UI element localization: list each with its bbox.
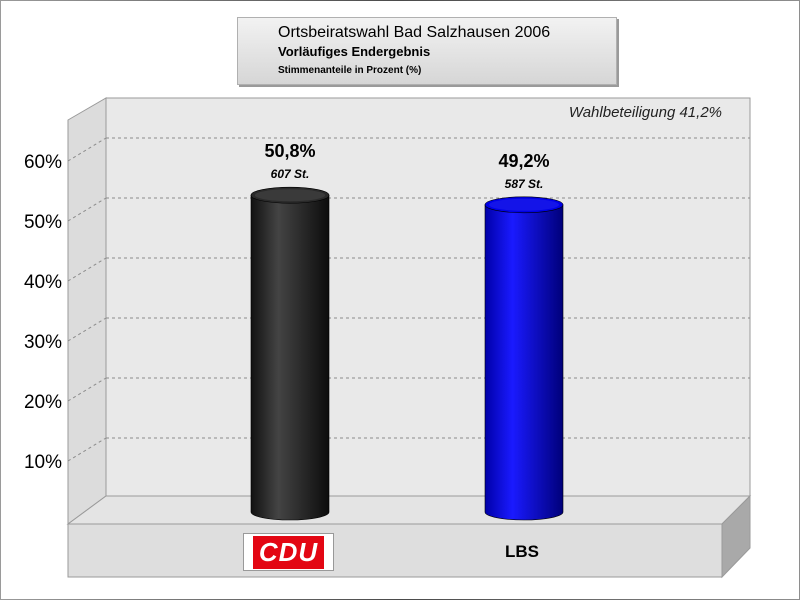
bar-top-highlight — [255, 189, 325, 202]
bar-body — [484, 204, 564, 521]
y-tick-label: 40% — [24, 272, 62, 293]
chart-subtitle: Vorläufiges Endergebnis — [278, 44, 431, 59]
votes-label: 607 St. — [271, 167, 310, 181]
y-tick-label: 60% — [24, 152, 62, 173]
votes-label: 587 St. — [505, 177, 544, 191]
cdu-logo: CDU — [243, 533, 334, 571]
gridline-wall — [67, 377, 107, 402]
gridline-wall — [67, 437, 107, 462]
gridline-wall — [67, 197, 107, 222]
value-label: 50,8% — [264, 141, 315, 161]
category-label-lbs: LBS — [505, 542, 539, 561]
bar-cdu — [250, 186, 330, 521]
y-tick-label: 10% — [24, 452, 62, 473]
y-tick-label: 50% — [24, 212, 62, 233]
back-wall — [105, 97, 751, 497]
y-tick-label: 20% — [24, 392, 62, 413]
bars — [250, 186, 564, 521]
chart-caption: Stimmenanteile in Prozent (%) — [278, 65, 422, 76]
floor-front — [67, 523, 723, 578]
gridline-wall — [67, 317, 107, 342]
gridline-wall — [67, 137, 107, 162]
bar-body — [250, 194, 330, 521]
y-tick-label: 30% — [24, 332, 62, 353]
y-axis-ticks: 10% 20% 30% 40% 50% 60% — [24, 152, 62, 473]
bar-top — [250, 186, 330, 204]
floor-top — [66, 495, 752, 525]
gridline-wall — [67, 257, 107, 282]
grid-lines — [67, 137, 750, 462]
bar-top — [484, 196, 564, 214]
chart-title-box: Ortsbeiratswahl Bad Salzhausen 2006 Vorl… — [237, 17, 617, 85]
cdu-logo-text: CDU — [252, 535, 325, 569]
bar-lbs — [484, 196, 564, 521]
left-wall — [67, 97, 107, 525]
bar-top-highlight — [489, 198, 559, 211]
turnout-annotation: Wahlbeteiligung 41,2% — [569, 104, 722, 121]
bar-labels: 50,8% 607 St. 49,2% 587 St. — [264, 141, 549, 191]
value-label: 49,2% — [498, 151, 549, 171]
chart-title: Ortsbeiratswahl Bad Salzhausen 2006 — [278, 24, 551, 41]
